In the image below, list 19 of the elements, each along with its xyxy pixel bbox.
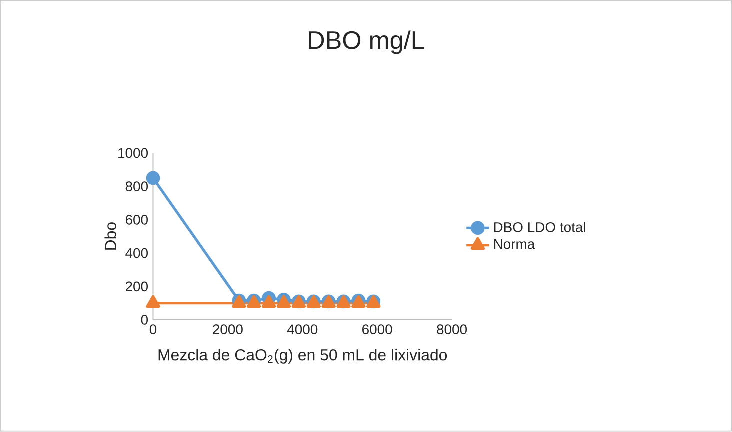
x-tick-label: 8000 [437,324,467,335]
x-tick-label: 6000 [362,324,392,335]
point [146,295,160,308]
legend-label: Norma [494,240,536,250]
x-tick-label: 4000 [287,324,318,335]
y-tick-label: 200 [126,282,148,292]
point [146,171,160,186]
y-tick-label: 400 [126,248,148,258]
x-axis-title: Mezcla de CaO$_{2}$(g) en 50 mL de lixiviado [158,349,448,364]
y-tick-label: 1000 [118,148,148,158]
x-tick-label: 2000 [213,324,243,335]
y-axis-title: Dbo [104,222,116,250]
legend-label: DBO LDO total [494,222,586,232]
y-tick-label: 600 [126,215,148,225]
y-tick-label: 800 [126,182,148,192]
x-tick-label: 0 [150,324,157,335]
chart-title: DBO mg/L [309,30,424,54]
point [262,295,276,308]
y-tick-label: 0 [141,315,148,325]
